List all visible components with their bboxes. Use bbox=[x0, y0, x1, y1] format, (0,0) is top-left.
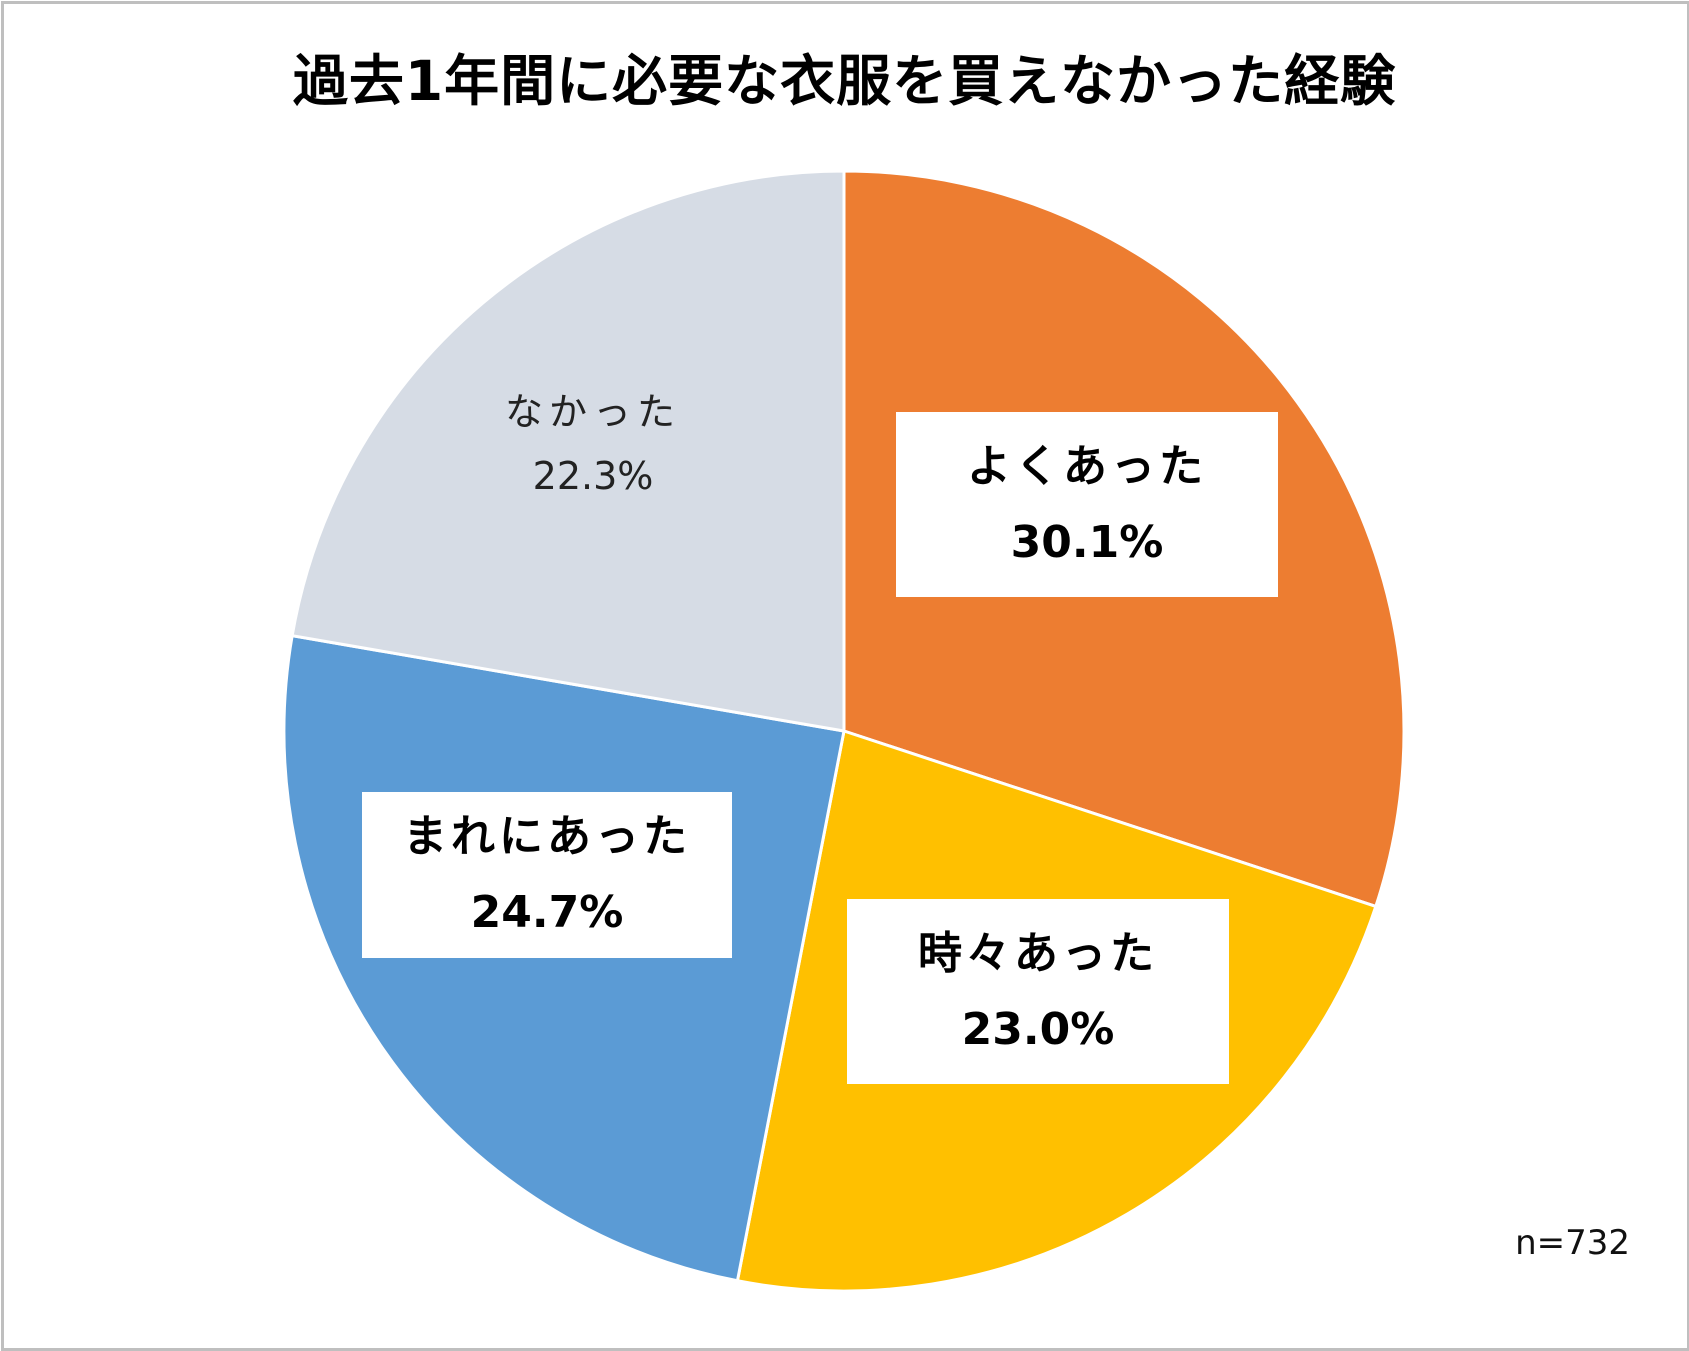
chart-title: 過去1年間に必要な衣服を買えなかった経験 bbox=[292, 49, 1397, 113]
pie-slices bbox=[282, 169, 1406, 1293]
slice-label-percent: 24.7% bbox=[470, 887, 624, 938]
slice-never bbox=[290, 169, 846, 733]
slice-label-sometimes: 時々あった 23.0% bbox=[847, 899, 1229, 1084]
sample-size-note: n=732 bbox=[1515, 1223, 1630, 1263]
slice-label-often: よくあった 30.1% bbox=[896, 412, 1278, 597]
slice-label-percent: 23.0% bbox=[961, 1003, 1115, 1055]
slice-label-percent: 22.3% bbox=[532, 454, 654, 498]
slice-label-category: よくあった bbox=[967, 440, 1207, 492]
slice-label-rarely: まれにあった 24.7% bbox=[362, 792, 732, 958]
slice-label-percent: 30.1% bbox=[1010, 516, 1164, 568]
slice-label-category: 時々あった bbox=[918, 927, 1158, 979]
slice-label-never: なかった 22.3% bbox=[473, 380, 713, 508]
slice-label-category: まれにあった bbox=[403, 811, 691, 862]
slice-label-category: なかった bbox=[504, 390, 681, 434]
